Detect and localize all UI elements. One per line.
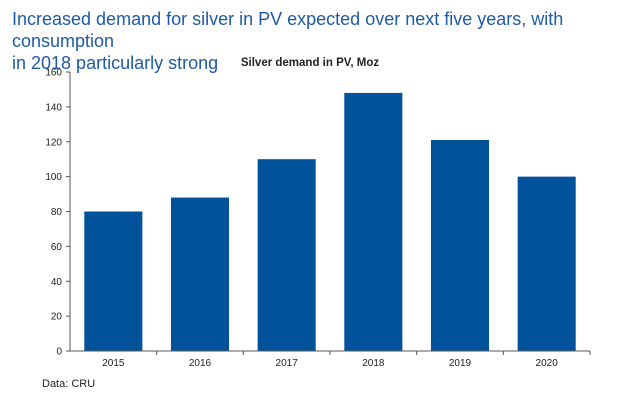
x-tick-label: 2016 [189, 358, 212, 369]
headline-line-1: Increased demand for silver in PV expect… [12, 9, 564, 51]
y-tick-label: 100 [45, 172, 62, 183]
y-tick-label: 120 [45, 137, 62, 148]
y-tick-label: 140 [45, 102, 62, 113]
silver-demand-chart: Silver demand in PV, Moz 0 20 40 60 80 100 120… [40, 52, 600, 372]
chart-canvas: Silver demand in PV, Moz 0 20 40 60 80 100 120… [45, 57, 591, 369]
bar-2018 [344, 92, 403, 352]
y-tick-label: 60 [51, 242, 63, 253]
bar-2015 [84, 211, 143, 351]
y-axis: 0 20 40 60 80 100 120 140 160 [45, 68, 71, 358]
y-tick-label: 160 [45, 68, 62, 79]
y-tick-label: 0 [56, 347, 62, 358]
bar-2020 [517, 176, 576, 351]
bar-2019 [430, 140, 490, 351]
x-axis: 2015 2016 2017 2018 2019 2020 [70, 350, 591, 369]
x-tick-label: 2017 [276, 358, 299, 369]
chart-title: Silver demand in PV, Moz [241, 57, 380, 69]
y-tick-label: 40 [51, 277, 63, 288]
source-note: Data: CRU [42, 378, 96, 390]
headline-line-2: in 2018 particularly strong [12, 53, 219, 73]
x-tick-label: 2018 [362, 358, 385, 369]
headline: Increased demand for silver in PV expect… [12, 8, 612, 74]
y-tick-label: 80 [51, 207, 63, 218]
x-tick-label: 2019 [449, 358, 472, 369]
x-tick-label: 2020 [536, 358, 559, 369]
bar-2016 [170, 197, 230, 351]
bar-series [84, 92, 576, 352]
bar-2017 [257, 159, 316, 351]
x-tick-label: 2015 [102, 358, 125, 369]
y-tick-label: 20 [51, 312, 63, 323]
